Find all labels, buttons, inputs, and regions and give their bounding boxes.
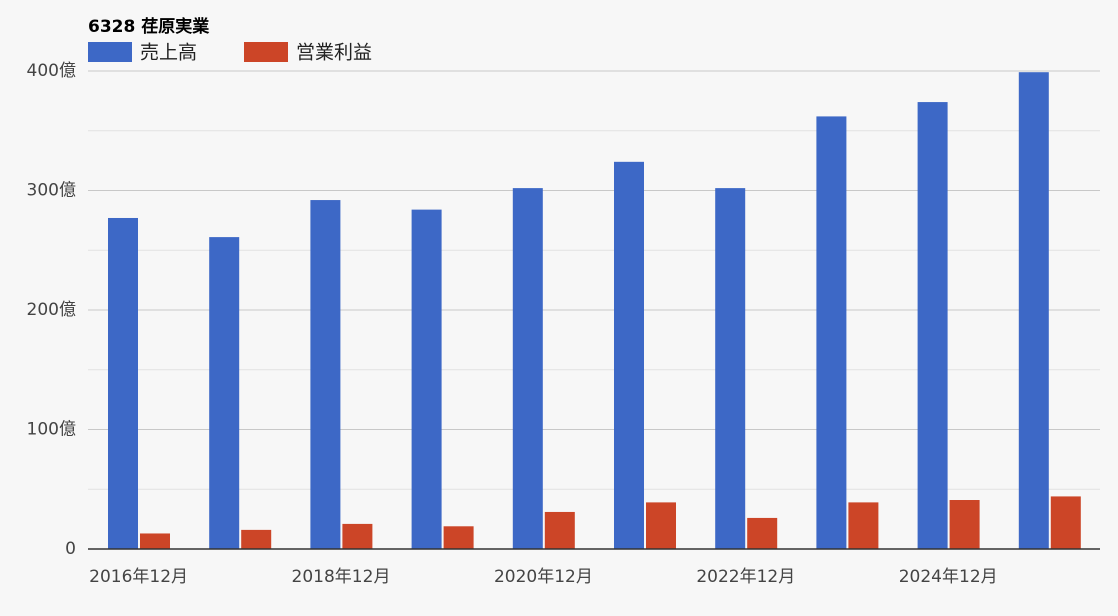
x-tick-label: 2022年12月 [696, 567, 795, 587]
bar [342, 523, 373, 549]
x-tick-label: 2020年12月 [494, 567, 593, 587]
bar [108, 217, 138, 550]
bar [512, 188, 543, 550]
bar [544, 511, 575, 549]
y-tick-label: 100億 [27, 420, 76, 440]
bar [917, 102, 948, 549]
bar [646, 502, 676, 549]
y-tick-label: 400億 [27, 61, 76, 81]
bar [715, 188, 746, 550]
bar [614, 161, 644, 549]
x-tick-label: 2024年12月 [899, 567, 998, 587]
bar [140, 533, 170, 549]
legend-swatch [88, 42, 132, 62]
bar [241, 529, 272, 549]
bar [443, 526, 474, 549]
bar [747, 517, 778, 549]
bar [209, 237, 240, 550]
x-tick-label: 2016年12月 [89, 567, 188, 587]
bar [816, 116, 847, 549]
legend-swatch [244, 42, 288, 62]
legend-label: 営業利益 [296, 42, 372, 64]
bar [310, 200, 341, 549]
y-tick-label: 0 [65, 539, 76, 559]
bar [848, 502, 879, 549]
legend-label: 売上高 [140, 42, 197, 64]
chart-title: 6328 荏原実業 [88, 16, 209, 37]
x-tick-label: 2018年12月 [292, 567, 391, 587]
y-tick-label: 300億 [27, 181, 76, 201]
bar [411, 209, 442, 549]
y-tick-label: 200億 [27, 300, 76, 320]
bar [1050, 496, 1081, 549]
bar [1018, 72, 1049, 549]
bar [949, 500, 980, 549]
